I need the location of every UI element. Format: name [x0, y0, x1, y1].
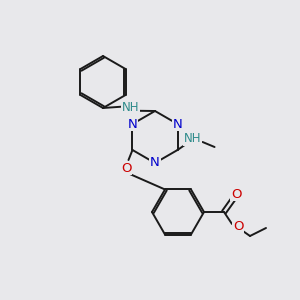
Text: O: O — [231, 188, 241, 200]
Text: O: O — [233, 220, 243, 233]
Text: NH: NH — [184, 133, 201, 146]
Text: N: N — [128, 118, 137, 130]
Text: N: N — [172, 118, 182, 130]
Text: O: O — [121, 161, 132, 175]
Text: N: N — [150, 157, 160, 169]
Text: NH: NH — [122, 101, 139, 114]
